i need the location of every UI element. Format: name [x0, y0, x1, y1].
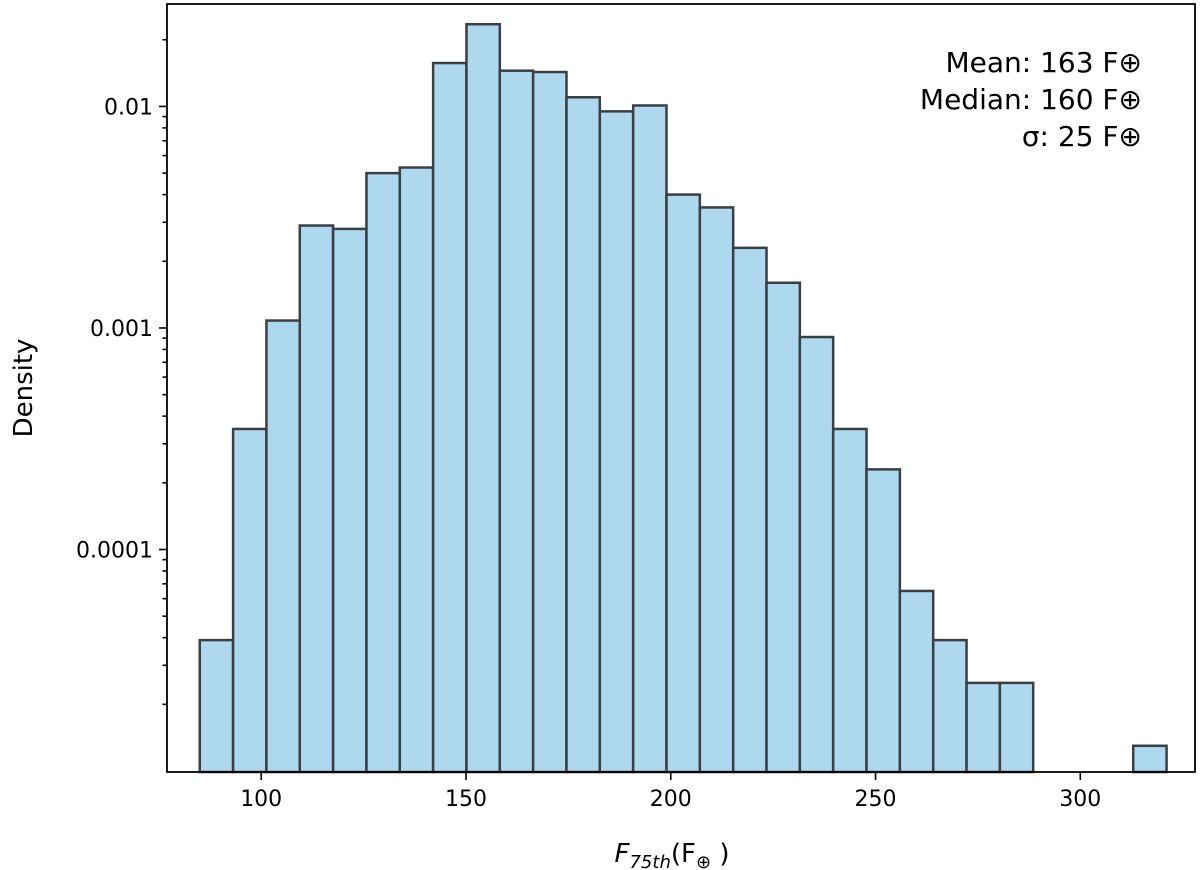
- x-axis-label-unit-open: (F: [671, 839, 696, 869]
- histogram-bar: [198, 638, 235, 774]
- x-tick-label: 200: [650, 787, 692, 812]
- histogram-bar: [465, 22, 502, 774]
- histogram-bar: [365, 171, 402, 774]
- histogram-bar: [498, 69, 535, 774]
- histogram-bar: [765, 281, 802, 774]
- x-axis-label-unit-close: ): [711, 839, 729, 869]
- histogram-bar: [1131, 744, 1168, 774]
- histogram-bar: [898, 589, 935, 774]
- x-axis: 100 150 200 250 300: [240, 772, 1101, 812]
- x-axis-label-main: F: [615, 839, 631, 869]
- histogram-bar: [231, 427, 268, 774]
- y-tick-label: 0.001: [90, 317, 153, 342]
- histogram-bar: [398, 166, 435, 774]
- histogram-bar: [965, 681, 1002, 774]
- histogram-bar: [798, 335, 835, 774]
- histogram-bar: [831, 427, 868, 774]
- x-axis-label-unit-sub: ⊕: [696, 852, 711, 870]
- plot-frame: [166, 3, 1196, 773]
- histogram-bar: [531, 70, 568, 774]
- histogram-bar: [998, 681, 1035, 774]
- histogram-bar: [431, 61, 468, 774]
- histogram-bar: [931, 638, 968, 774]
- histogram-bar: [298, 224, 335, 774]
- annotation-median: Median: 160 F⊕: [920, 83, 1142, 116]
- x-axis-label-sub: 75th: [629, 852, 670, 870]
- x-tick-label: 150: [445, 787, 487, 812]
- annotation-sigma: σ: 25 F⊕: [1022, 120, 1142, 153]
- x-tick-label: 300: [1059, 787, 1101, 812]
- x-tick-label: 250: [855, 787, 897, 812]
- histogram-bar: [731, 246, 768, 774]
- histogram-bar: [265, 319, 302, 774]
- x-axis-label: F75th(F⊕ ): [615, 839, 730, 870]
- y-tick-label: 0.0001: [76, 539, 153, 564]
- histogram-bar: [665, 193, 702, 774]
- histogram-bar: [631, 104, 668, 774]
- histogram-bar: [565, 96, 602, 774]
- y-tick-label: 0.01: [104, 95, 153, 120]
- bars-group: [198, 22, 1168, 774]
- histogram-bar: [598, 110, 635, 774]
- annotation-mean: Mean: 163 F⊕: [945, 46, 1142, 79]
- histogram-bar: [865, 468, 902, 774]
- histogram-bar: [331, 227, 368, 774]
- histogram-bar: [698, 206, 735, 774]
- y-axis: 0.0001 0.001 0.01: [76, 38, 167, 706]
- y-axis-label: Density: [9, 339, 39, 438]
- x-tick-label: 100: [240, 787, 282, 812]
